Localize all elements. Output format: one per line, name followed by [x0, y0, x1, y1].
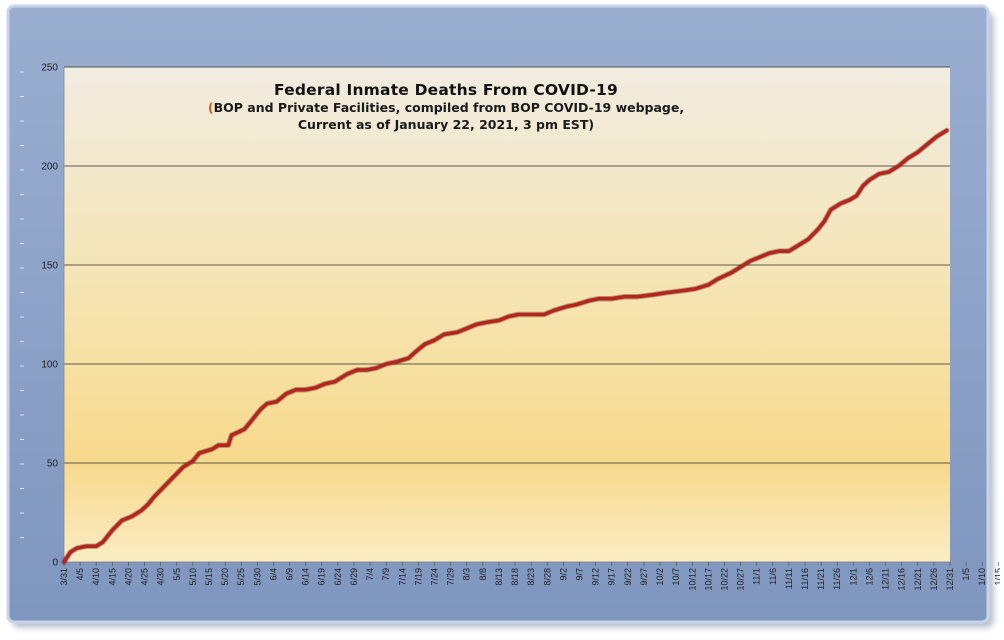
x-tick-label: 11/21 — [816, 568, 826, 590]
x-tick-label: 10/27 — [736, 568, 746, 591]
x-tick-label: 1/5 — [961, 568, 971, 581]
x-tick-label: 6/4 — [268, 568, 278, 581]
x-tick-label: 5/20 — [220, 568, 230, 586]
x-tick-label: 11/11 — [784, 568, 794, 589]
x-tick-label: 8/18 — [510, 568, 520, 586]
grid-lines — [64, 66, 950, 464]
x-tick-label: 4/5 — [75, 568, 85, 581]
x-tick-label: 5/25 — [236, 568, 246, 586]
x-tick-label: 5/5 — [172, 568, 182, 581]
x-tick-label: 12/31 — [945, 568, 955, 591]
x-axis: 3/31 4/5 4/10 4/15 4/20 4/25 4/30 5/5 5/10 5/15 5/… — [59, 562, 1000, 591]
x-tick-label: 9/2 — [558, 568, 568, 581]
x-tick-label: 10/17 — [703, 568, 713, 591]
x-tick-label: 8/3 — [462, 568, 472, 581]
x-tick-label: 12/6 — [864, 568, 874, 586]
x-tick-label: 9/17 — [607, 568, 617, 586]
chart-subtitle-line-1: (BOP and Private Facilities, compiled fr… — [166, 99, 726, 116]
x-tick-label: 5/10 — [188, 568, 198, 586]
x-tick-label: 10/2 — [655, 568, 665, 586]
x-tick-label: 4/30 — [156, 568, 166, 586]
x-tick-label: 1/15 — [993, 568, 1000, 586]
x-tick-label: 6/14 — [301, 568, 311, 586]
x-tick-label: 7/4 — [365, 568, 375, 581]
subtitle-text-1: BOP and Private Facilities, compiled fro… — [213, 100, 685, 115]
chart-frame: 0 50 100 150 200 250 3/31 4/5 4/10 4/15 4/20 4/25 4… — [6, 4, 1000, 634]
x-tick-label: 7/9 — [381, 568, 391, 581]
chart-svg: 0 50 100 150 200 250 3/31 4/5 4/10 4/15 4/20 4/25 4… — [6, 4, 1000, 628]
x-tick-label: 8/13 — [494, 568, 504, 586]
x-tick-label: 7/19 — [413, 568, 423, 586]
x-tick-label: 10/7 — [671, 568, 681, 586]
x-tick-label: 8/8 — [478, 568, 488, 581]
x-tick-label: 7/29 — [446, 568, 456, 586]
x-tick-label: 6/24 — [333, 568, 343, 586]
chart-title: Federal Inmate Deaths From COVID-19 — [273, 81, 619, 99]
series-line — [62, 128, 949, 564]
plot-area — [64, 67, 950, 562]
x-tick-label: 4/10 — [91, 568, 101, 586]
title-block: Federal Inmate Deaths From COVID-19 (BOP… — [166, 81, 726, 133]
subtitle-open-paren: ( — [207, 100, 214, 115]
x-tick-label: 6/19 — [317, 568, 327, 586]
x-tick-label: 11/26 — [832, 568, 842, 590]
y-tick-label: 50 — [47, 459, 59, 470]
x-tick-label: 7/14 — [397, 568, 407, 586]
x-tick-label: 12/16 — [897, 568, 907, 591]
y-axis: 0 50 100 150 200 250 — [20, 63, 950, 569]
x-tick-label: 8/28 — [542, 568, 552, 586]
x-tick-label: 12/26 — [929, 568, 939, 591]
x-tick-label: 4/20 — [123, 568, 133, 586]
x-tick-label: 8/23 — [526, 568, 536, 586]
y-tick-label: 250 — [41, 63, 58, 74]
x-tick-label: 6/9 — [285, 568, 295, 581]
y-tick-label: 200 — [41, 162, 58, 173]
x-tick-label: 5/30 — [252, 568, 262, 586]
x-tick-label: 4/25 — [140, 568, 150, 586]
y-tick-label: 100 — [41, 360, 58, 371]
x-tick-label: 9/7 — [574, 568, 584, 581]
x-tick-label: 9/12 — [591, 568, 601, 586]
x-tick-label: 1/10 — [977, 568, 987, 586]
x-tick-label: 11/1 — [752, 568, 762, 585]
x-tick-label: 10/22 — [719, 568, 729, 591]
x-tick-label: 11/6 — [768, 568, 778, 585]
y-tick-label: 150 — [41, 261, 58, 272]
x-tick-label: 12/1 — [848, 568, 858, 586]
x-tick-label: 3/31 — [59, 568, 69, 586]
x-tick-label: 5/15 — [204, 568, 214, 586]
x-tick-label: 4/15 — [107, 568, 117, 586]
x-tick-label: 10/12 — [687, 568, 697, 591]
chart-subtitle-line-2: Current as of January 22, 2021, 3 pm EST… — [297, 117, 595, 132]
x-tick-label: 7/24 — [430, 568, 440, 586]
series-layer — [61, 127, 950, 565]
y-tick-label: 0 — [52, 558, 58, 569]
x-tick-label: 9/22 — [623, 568, 633, 586]
x-tick-label: 6/29 — [349, 568, 359, 586]
x-tick-label: 12/21 — [913, 568, 923, 591]
x-tick-label: 12/11 — [881, 568, 891, 590]
x-tick-label: 9/27 — [639, 568, 649, 586]
x-tick-label: 11/16 — [800, 568, 810, 590]
